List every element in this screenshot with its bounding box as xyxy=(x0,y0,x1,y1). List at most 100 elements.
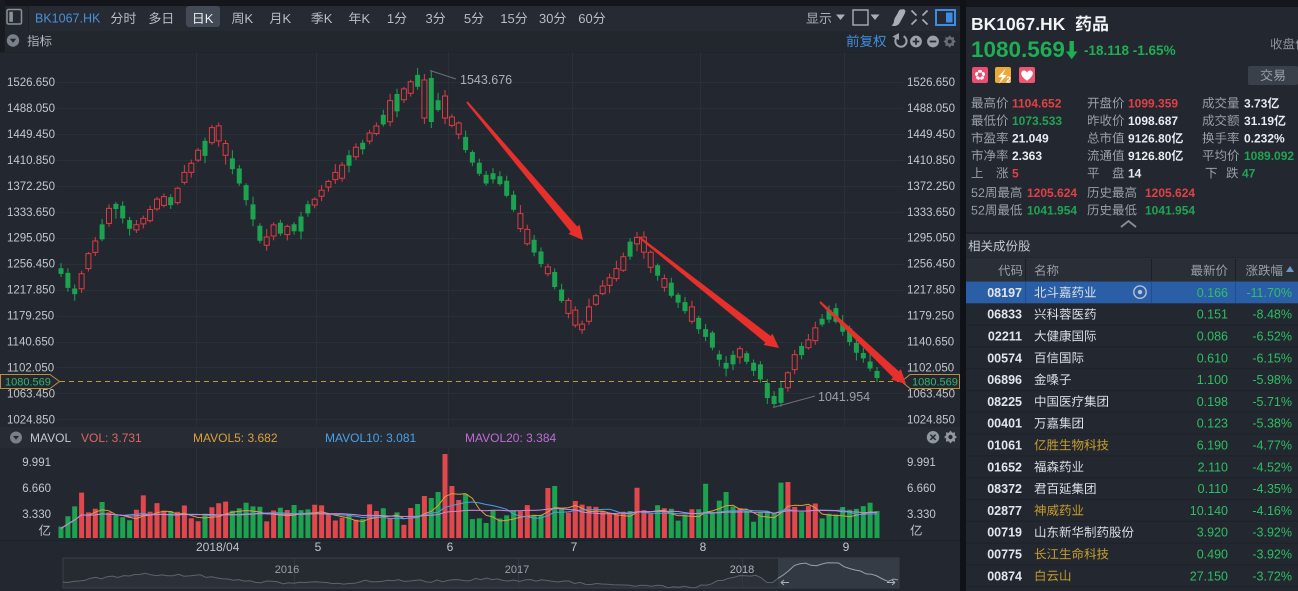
svg-text:01652: 01652 xyxy=(987,460,1022,474)
svg-text:21.049: 21.049 xyxy=(1012,132,1049,146)
svg-text:1205.624: 1205.624 xyxy=(1027,186,1077,200)
svg-text:1179.250: 1179.250 xyxy=(907,311,954,323)
svg-text:9.991: 9.991 xyxy=(907,457,936,469)
svg-text:1410.850: 1410.850 xyxy=(7,155,55,167)
svg-text:MAVOL5: 3.682: MAVOL5: 3.682 xyxy=(193,431,278,445)
svg-text:1102.050: 1102.050 xyxy=(7,362,54,374)
svg-text:1063.450: 1063.450 xyxy=(907,388,955,400)
svg-text:10.140: 10.140 xyxy=(1190,504,1228,518)
svg-text:0.110: 0.110 xyxy=(1198,482,1228,496)
svg-text:-6.15%: -6.15% xyxy=(1252,351,1292,365)
svg-text:1295.050: 1295.050 xyxy=(7,233,55,245)
svg-text:0.086: 0.086 xyxy=(1197,330,1228,344)
svg-text:VOL: 3.731: VOL: 3.731 xyxy=(81,431,142,445)
svg-text:5: 5 xyxy=(315,540,322,554)
svg-text:1080.569: 1080.569 xyxy=(971,37,1065,62)
svg-text:1256.450: 1256.450 xyxy=(7,259,55,271)
svg-text:1179.250: 1179.250 xyxy=(7,311,54,323)
svg-text:2018: 2018 xyxy=(730,564,754,576)
svg-text:00574: 00574 xyxy=(987,351,1022,365)
svg-text:6.660: 6.660 xyxy=(22,483,51,495)
svg-text:9.991: 9.991 xyxy=(22,457,51,469)
svg-text:-8.48%: -8.48% xyxy=(1252,308,1292,322)
svg-text:1372.250: 1372.250 xyxy=(7,181,55,193)
svg-text:00401: 00401 xyxy=(987,417,1022,431)
svg-text:1449.450: 1449.450 xyxy=(7,129,55,141)
svg-text:1488.050: 1488.050 xyxy=(907,103,955,115)
svg-text:1526.650: 1526.650 xyxy=(907,77,955,89)
svg-text:MAVOL10: 3.081: MAVOL10: 3.081 xyxy=(325,431,416,445)
svg-text:-5.38%: -5.38% xyxy=(1252,417,1292,431)
svg-text:02877: 02877 xyxy=(987,504,1022,518)
svg-text:7: 7 xyxy=(571,540,578,554)
svg-text:0.123: 0.123 xyxy=(1197,417,1228,431)
svg-text:0.610: 0.610 xyxy=(1197,351,1228,365)
svg-text:3.920: 3.920 xyxy=(1197,526,1228,540)
svg-text:06833: 06833 xyxy=(987,308,1022,322)
svg-text:-4.16%: -4.16% xyxy=(1252,504,1292,518)
svg-text:MAVOL20: 3.384: MAVOL20: 3.384 xyxy=(465,431,556,445)
svg-text:1526.650: 1526.650 xyxy=(7,77,55,89)
svg-text:2: 2 xyxy=(1006,75,1011,85)
svg-text:1256.450: 1256.450 xyxy=(907,259,955,271)
svg-text:3.330: 3.330 xyxy=(22,509,51,521)
svg-text:00874: 00874 xyxy=(987,569,1022,583)
svg-text:1102.050: 1102.050 xyxy=(907,362,954,374)
svg-text:00719: 00719 xyxy=(987,526,1022,540)
svg-text:08197: 08197 xyxy=(987,286,1022,300)
svg-text:1098.687: 1098.687 xyxy=(1128,114,1178,128)
svg-text:1080.569: 1080.569 xyxy=(5,377,51,389)
svg-text:02211: 02211 xyxy=(988,330,1022,344)
svg-text:1104.652: 1104.652 xyxy=(1012,97,1062,111)
svg-text:1217.850: 1217.850 xyxy=(7,285,55,297)
svg-text:2.363: 2.363 xyxy=(1012,149,1042,163)
svg-text:-18.118 -1.65%: -18.118 -1.65% xyxy=(1084,43,1176,58)
svg-text:1217.850: 1217.850 xyxy=(907,285,955,297)
svg-text:1140.650: 1140.650 xyxy=(7,337,54,349)
svg-text:0.166: 0.166 xyxy=(1197,286,1228,300)
svg-text:1024.850: 1024.850 xyxy=(907,414,955,426)
svg-text:08225: 08225 xyxy=(987,395,1022,409)
svg-text:9: 9 xyxy=(843,540,850,554)
svg-text:1543.676: 1543.676 xyxy=(460,73,512,87)
svg-text:-3.92%: -3.92% xyxy=(1252,526,1292,540)
svg-text:2.110: 2.110 xyxy=(1198,460,1228,474)
svg-text:6.190: 6.190 xyxy=(1197,439,1228,453)
svg-text:1041.954: 1041.954 xyxy=(1145,204,1195,218)
svg-text:-4.52%: -4.52% xyxy=(1252,460,1292,474)
svg-text:0.151: 0.151 xyxy=(1197,308,1228,322)
svg-text:08372: 08372 xyxy=(987,482,1022,496)
svg-text:BK1067.HK: BK1067.HK xyxy=(35,12,101,26)
svg-text:47: 47 xyxy=(1242,167,1256,181)
svg-text:0.232%: 0.232% xyxy=(1244,132,1285,146)
svg-text:-4.35%: -4.35% xyxy=(1252,482,1292,496)
svg-text:1372.250: 1372.250 xyxy=(907,181,955,193)
svg-text:MAVOL: MAVOL xyxy=(30,431,71,445)
svg-text:1041.954: 1041.954 xyxy=(1027,204,1077,218)
svg-text:27.150: 27.150 xyxy=(1190,569,1228,583)
svg-text:1295.050: 1295.050 xyxy=(907,233,955,245)
svg-text:1333.650: 1333.650 xyxy=(907,207,955,219)
svg-text:1080.569: 1080.569 xyxy=(912,377,958,389)
svg-text:-4.77%: -4.77% xyxy=(1252,439,1292,453)
svg-text:00775: 00775 xyxy=(987,548,1022,562)
svg-text:1488.050: 1488.050 xyxy=(7,103,55,115)
svg-text:5: 5 xyxy=(1012,167,1019,181)
svg-text:8: 8 xyxy=(700,540,707,554)
svg-text:1099.359: 1099.359 xyxy=(1128,97,1178,111)
svg-text:6: 6 xyxy=(447,540,454,554)
svg-text:1041.954: 1041.954 xyxy=(818,390,870,404)
svg-text:1410.850: 1410.850 xyxy=(907,155,955,167)
svg-text:1333.650: 1333.650 xyxy=(7,207,55,219)
svg-text:1063.450: 1063.450 xyxy=(7,388,55,400)
svg-text:-3.92%: -3.92% xyxy=(1252,548,1292,562)
svg-text:1089.092: 1089.092 xyxy=(1244,149,1294,163)
svg-text:14: 14 xyxy=(1128,167,1142,181)
svg-text:-5.98%: -5.98% xyxy=(1252,373,1292,387)
svg-text:-11.70%: -11.70% xyxy=(1246,286,1292,300)
svg-text:1140.650: 1140.650 xyxy=(907,337,954,349)
svg-text:06896: 06896 xyxy=(987,373,1022,387)
svg-text:2017: 2017 xyxy=(505,564,529,576)
svg-text:-3.72%: -3.72% xyxy=(1252,569,1292,583)
svg-text:0.490: 0.490 xyxy=(1197,548,1228,562)
